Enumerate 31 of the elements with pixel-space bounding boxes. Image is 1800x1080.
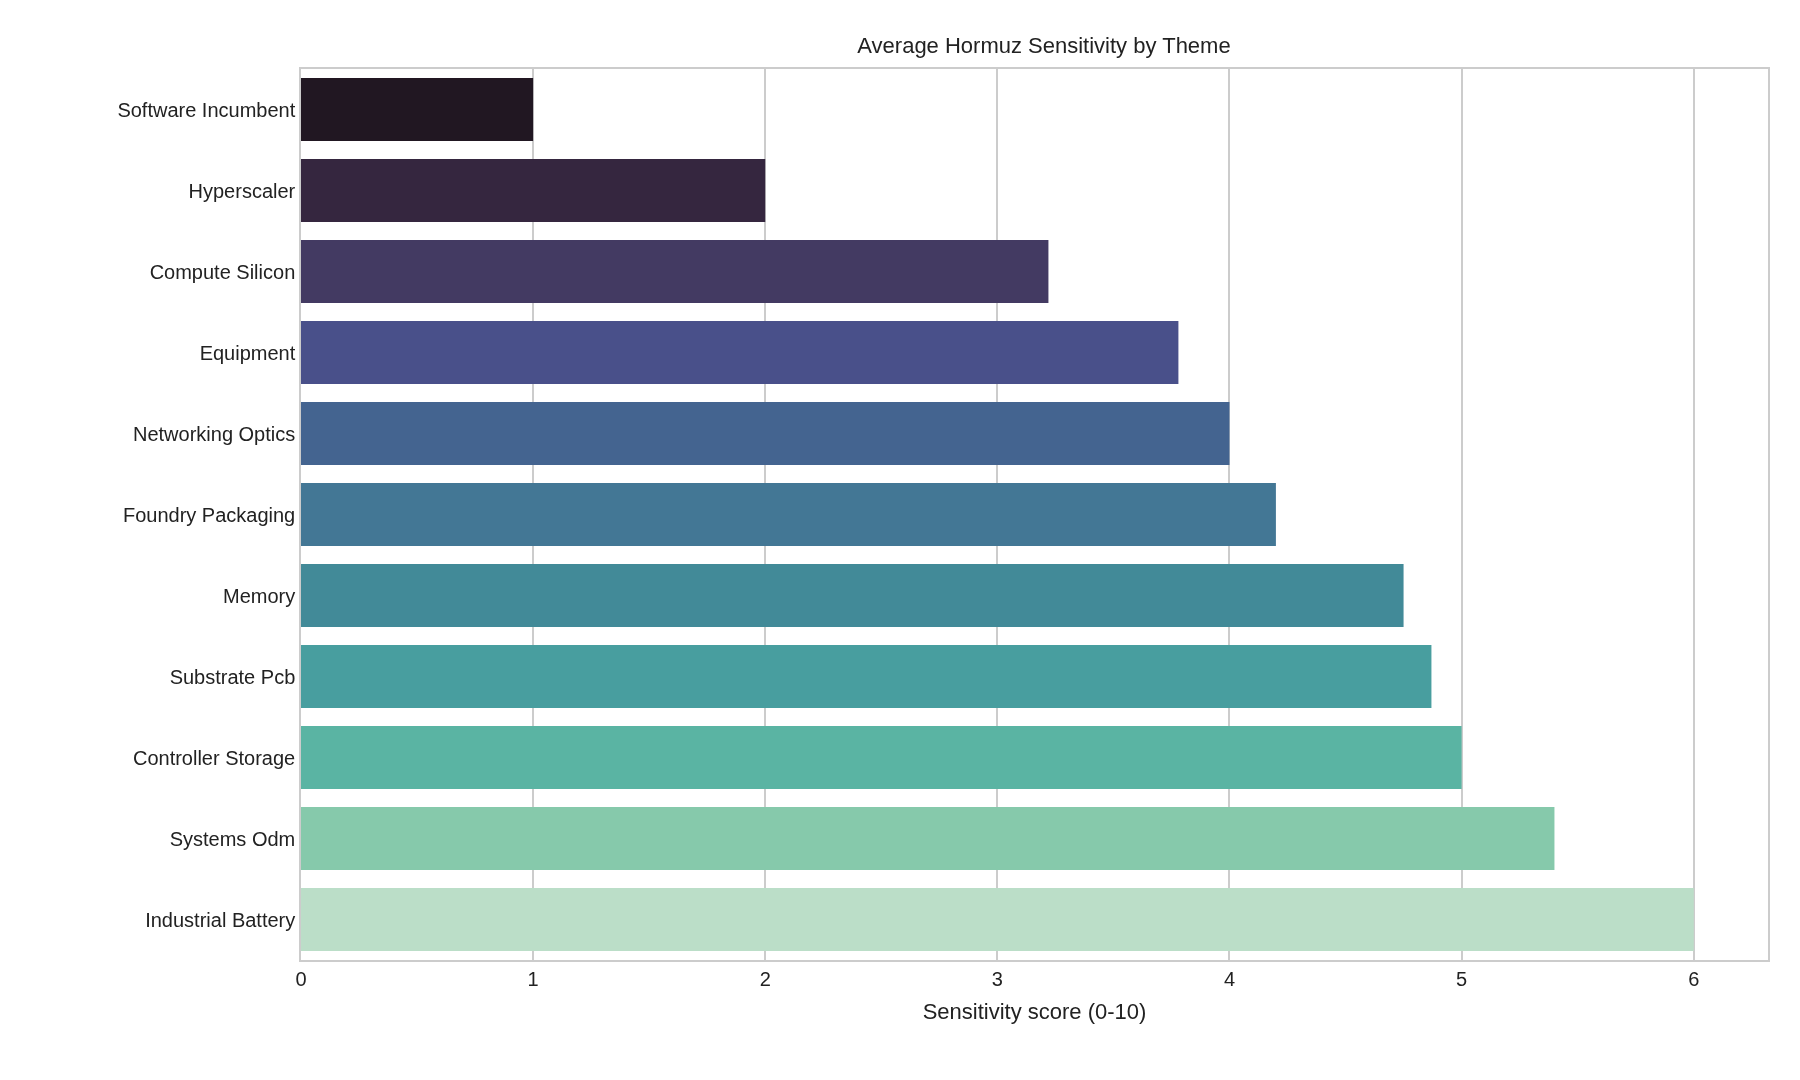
- bar: [301, 644, 1432, 709]
- y-tick-label: Hyperscaler: [188, 179, 296, 202]
- chart-title: Average Hormuz Sensitivity by Theme: [857, 33, 1231, 59]
- bar: [301, 320, 1179, 385]
- x-tick-label: 2: [759, 967, 771, 990]
- y-tick-label: Foundry Packaging: [122, 503, 296, 526]
- bar: [301, 887, 1694, 952]
- x-tick-label: 5: [1456, 967, 1468, 990]
- x-axis-title: Sensitivity score (0-10): [922, 999, 1147, 1025]
- x-tick-label: 3: [991, 967, 1003, 990]
- bar: [301, 77, 534, 142]
- bar: [301, 806, 1555, 871]
- x-tick-label: 1: [527, 967, 539, 990]
- y-tick-label: Controller Storage: [132, 746, 296, 769]
- y-tick-label: Industrial Battery: [145, 908, 296, 931]
- y-tick-label: Software Incumbent: [117, 98, 296, 121]
- bar: [301, 482, 1276, 547]
- bar: [301, 563, 1404, 628]
- x-tick-label: 4: [1223, 967, 1236, 990]
- y-tick-label: Substrate Pcb: [169, 665, 296, 688]
- y-tick-label: Memory: [223, 584, 296, 607]
- x-tick-label: 0: [295, 967, 307, 990]
- bar: [301, 158, 766, 223]
- y-tick-label: Compute Silicon: [149, 260, 296, 283]
- x-tick-label: 6: [1688, 967, 1700, 990]
- bar: [301, 401, 1230, 466]
- bar: [301, 725, 1462, 790]
- y-tick-label: Systems Odm: [169, 827, 296, 850]
- bar: [301, 239, 1049, 304]
- y-tick-label: Networking Optics: [132, 422, 296, 445]
- y-tick-label: Equipment: [199, 341, 296, 364]
